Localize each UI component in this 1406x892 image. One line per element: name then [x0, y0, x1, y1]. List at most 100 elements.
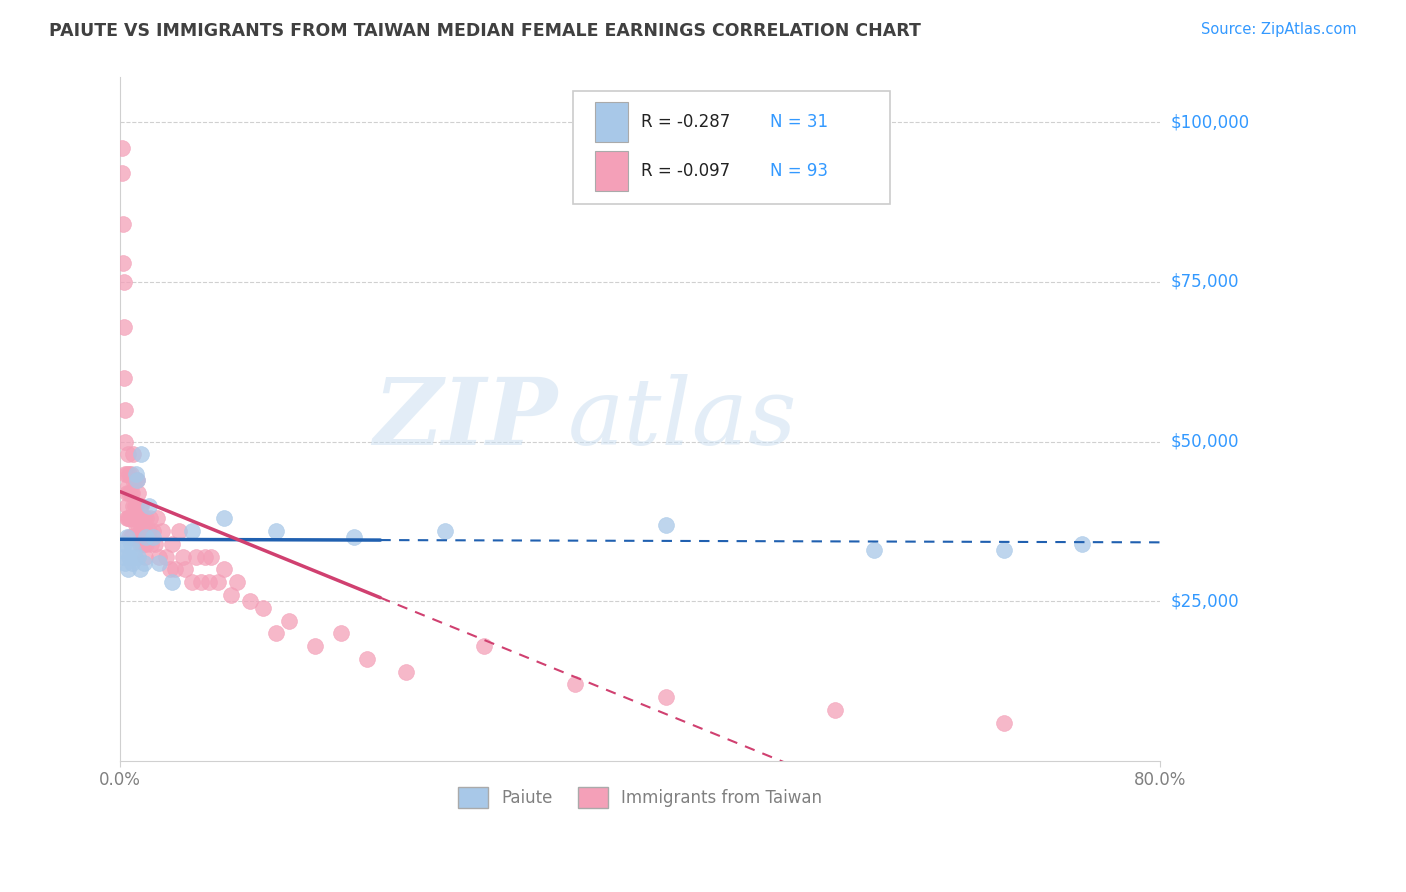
Point: [110, 166, 132, 180]
Text: N = 31: N = 31: [770, 113, 828, 131]
Point: [131, 537, 153, 551]
Text: $50,000: $50,000: [1171, 433, 1239, 450]
Point: [111, 256, 134, 270]
Point: [122, 543, 145, 558]
Point: [132, 537, 155, 551]
Point: [120, 531, 142, 545]
Point: [124, 499, 146, 513]
Point: [1071, 537, 1094, 551]
Point: [148, 556, 170, 570]
Point: [219, 588, 242, 602]
Point: [112, 370, 135, 384]
Point: [863, 543, 886, 558]
Point: [472, 639, 495, 653]
Point: [111, 549, 134, 564]
Point: [121, 556, 143, 570]
Text: ZIP: ZIP: [373, 375, 557, 464]
Point: [128, 537, 150, 551]
Point: [266, 524, 288, 538]
Text: $75,000: $75,000: [1171, 273, 1239, 291]
Text: $100,000: $100,000: [1171, 113, 1250, 131]
Point: [128, 549, 150, 564]
Point: [118, 467, 141, 481]
Point: [993, 543, 1015, 558]
Point: [252, 600, 274, 615]
Point: [142, 524, 165, 538]
Point: [114, 402, 136, 417]
Point: [136, 524, 159, 538]
Point: [118, 531, 141, 545]
Point: [132, 511, 155, 525]
Point: [135, 511, 157, 525]
Point: [278, 614, 301, 628]
Point: [824, 703, 846, 717]
Point: [120, 511, 142, 525]
Point: [564, 677, 586, 691]
Point: [190, 575, 212, 590]
Point: [200, 549, 222, 564]
Point: [118, 485, 141, 500]
Point: [142, 531, 165, 545]
Point: [121, 485, 143, 500]
Point: [356, 652, 378, 666]
Point: [655, 690, 678, 705]
Point: [110, 141, 132, 155]
Point: [112, 537, 135, 551]
Text: $25,000: $25,000: [1171, 592, 1240, 610]
Point: [118, 511, 141, 525]
Point: [128, 485, 150, 500]
Point: [127, 511, 149, 525]
Point: [128, 524, 150, 538]
Point: [128, 562, 150, 576]
Point: [114, 467, 136, 481]
Point: [114, 434, 136, 449]
Point: [343, 531, 366, 545]
FancyBboxPatch shape: [595, 151, 628, 191]
Point: [134, 549, 156, 564]
Point: [180, 575, 202, 590]
Point: [162, 537, 184, 551]
Point: [128, 499, 150, 513]
Point: [180, 524, 202, 538]
Point: [117, 479, 139, 493]
Point: [117, 511, 139, 525]
Text: PAIUTE VS IMMIGRANTS FROM TAIWAN MEDIAN FEMALE EARNINGS CORRELATION CHART: PAIUTE VS IMMIGRANTS FROM TAIWAN MEDIAN …: [49, 22, 921, 40]
Point: [655, 517, 678, 532]
Point: [125, 467, 148, 481]
Point: [129, 524, 152, 538]
Text: atlas: atlas: [568, 375, 797, 464]
Point: [159, 562, 181, 576]
Point: [122, 473, 145, 487]
Point: [330, 626, 353, 640]
Point: [125, 517, 148, 532]
Point: [163, 562, 186, 576]
Point: [115, 531, 138, 545]
Text: N = 93: N = 93: [770, 162, 828, 180]
Point: [134, 524, 156, 538]
Point: [124, 549, 146, 564]
Point: [184, 549, 207, 564]
Point: [139, 511, 162, 525]
Point: [226, 575, 249, 590]
Text: R = -0.097: R = -0.097: [641, 162, 731, 180]
Point: [141, 537, 163, 551]
Point: [207, 575, 229, 590]
Point: [138, 524, 160, 538]
Point: [128, 517, 150, 532]
Point: [197, 575, 219, 590]
Point: [174, 562, 197, 576]
Point: [111, 218, 134, 232]
Point: [148, 549, 170, 564]
Point: [115, 499, 138, 513]
Point: [167, 524, 190, 538]
Point: [121, 511, 143, 525]
Point: [135, 537, 157, 551]
Point: [112, 275, 135, 289]
Point: [172, 549, 194, 564]
Point: [135, 531, 157, 545]
Point: [129, 447, 152, 461]
Point: [120, 467, 142, 481]
Point: [150, 524, 173, 538]
Point: [122, 447, 145, 461]
Point: [120, 485, 142, 500]
